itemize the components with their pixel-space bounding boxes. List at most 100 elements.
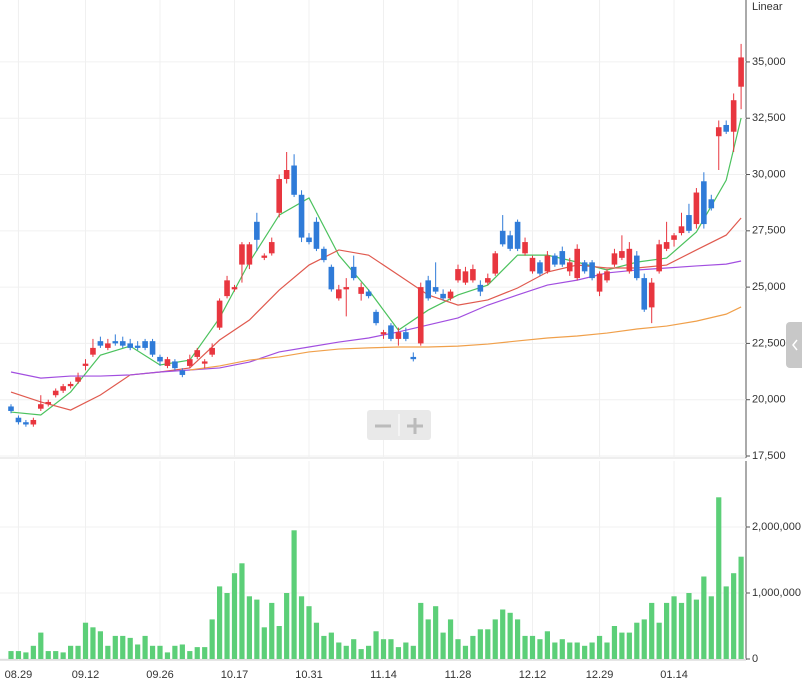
volume-bar (254, 599, 260, 659)
volume-bar (567, 642, 573, 659)
volume-bar (634, 622, 640, 659)
candle-body (522, 242, 528, 254)
candle-body (485, 278, 491, 283)
volume-bar (529, 635, 536, 659)
candle-body (209, 347, 215, 355)
candle-body (179, 370, 186, 375)
side-tab[interactable] (786, 322, 802, 368)
candle-body (336, 289, 342, 299)
candle-body (224, 280, 230, 297)
side-tab-arrow (792, 339, 798, 351)
volume-bar (492, 619, 498, 659)
volume-bar (209, 619, 215, 659)
volume-bar (515, 619, 521, 659)
volume-bar (358, 649, 364, 659)
candle-body (52, 390, 59, 396)
candle-body (537, 262, 543, 274)
candle-body (686, 215, 692, 231)
candle-body (581, 262, 588, 272)
volume-bar (738, 556, 744, 659)
volume-bar (425, 619, 431, 659)
candle-body (313, 221, 320, 249)
candle-body (216, 300, 223, 328)
candle-body (566, 262, 573, 272)
volume-bar (596, 635, 603, 659)
volume-bar (246, 596, 252, 659)
candle-body (239, 244, 245, 265)
volume-bar (678, 602, 685, 659)
candle-body (648, 282, 655, 308)
y-tick-label: 25,000 (752, 281, 786, 293)
candle-body (246, 244, 253, 265)
candle-body (641, 278, 648, 310)
candle-body (470, 269, 476, 281)
candle-body (611, 253, 618, 265)
candle-body (626, 248, 633, 272)
candle-body (119, 341, 126, 346)
x-tick-label: 10.17 (221, 669, 249, 681)
volume-bar (179, 644, 185, 659)
x-tick-label: 01.14 (660, 669, 688, 681)
volume-bar (157, 645, 163, 659)
y-tick-label: 32,500 (752, 112, 786, 124)
volume-bar (202, 647, 208, 659)
x-tick-label: 11.14 (370, 669, 397, 681)
volume-bar (284, 593, 290, 659)
volume-bar (373, 631, 379, 659)
candle-body (395, 332, 402, 339)
volume-bar (671, 596, 677, 659)
volume-bar (8, 651, 14, 659)
volume-bar (313, 622, 320, 659)
candle-body (447, 291, 454, 299)
x-tick-label: 12.12 (519, 669, 547, 681)
side-tab-box[interactable] (786, 322, 802, 368)
y-tick-label: 2,000,000 (752, 521, 801, 533)
volume-bar (105, 645, 111, 659)
candle-body (127, 343, 133, 348)
candle-body (701, 181, 707, 225)
candle-body (187, 359, 193, 366)
volume-bar (343, 645, 349, 659)
volume-bar (53, 651, 59, 659)
volume-bar (552, 642, 558, 659)
volume-bar (656, 622, 662, 659)
candle-body (142, 341, 148, 348)
candle-body (410, 356, 417, 360)
x-tick-label: 08.29 (5, 669, 33, 681)
volume-bar (626, 632, 632, 659)
volume-bar (60, 652, 66, 659)
moving-average-line (189, 306, 742, 371)
y-tick-label: 0 (752, 653, 758, 665)
candle-body (477, 284, 484, 292)
candle-body (730, 100, 737, 132)
volume-bar (269, 602, 275, 659)
candle-body (276, 179, 282, 213)
candle-body (201, 361, 208, 364)
candle-body (358, 287, 364, 294)
candle-body (552, 255, 558, 265)
volume-bar (664, 602, 670, 659)
candle-body (514, 221, 521, 249)
volume-bar (507, 612, 513, 659)
candle-body (604, 271, 610, 281)
candle-body (574, 248, 580, 279)
candle-body (425, 280, 431, 299)
candle-body (254, 221, 260, 240)
volume-bar (328, 632, 334, 659)
volume-bar (649, 602, 655, 659)
volume-bar (403, 642, 409, 659)
volume-bar (418, 602, 424, 659)
candle-body (492, 253, 499, 274)
candle-body (507, 235, 513, 249)
candle-body (194, 350, 201, 357)
y-tick-label: 35,000 (752, 56, 786, 68)
x-tick-label: 09.26 (146, 669, 174, 681)
candle-body (343, 287, 350, 290)
candle-body (373, 311, 379, 324)
zoom-controls[interactable] (367, 410, 431, 440)
volume-bar (135, 644, 141, 659)
volume-bar (336, 642, 342, 659)
volume-bar (380, 639, 387, 659)
